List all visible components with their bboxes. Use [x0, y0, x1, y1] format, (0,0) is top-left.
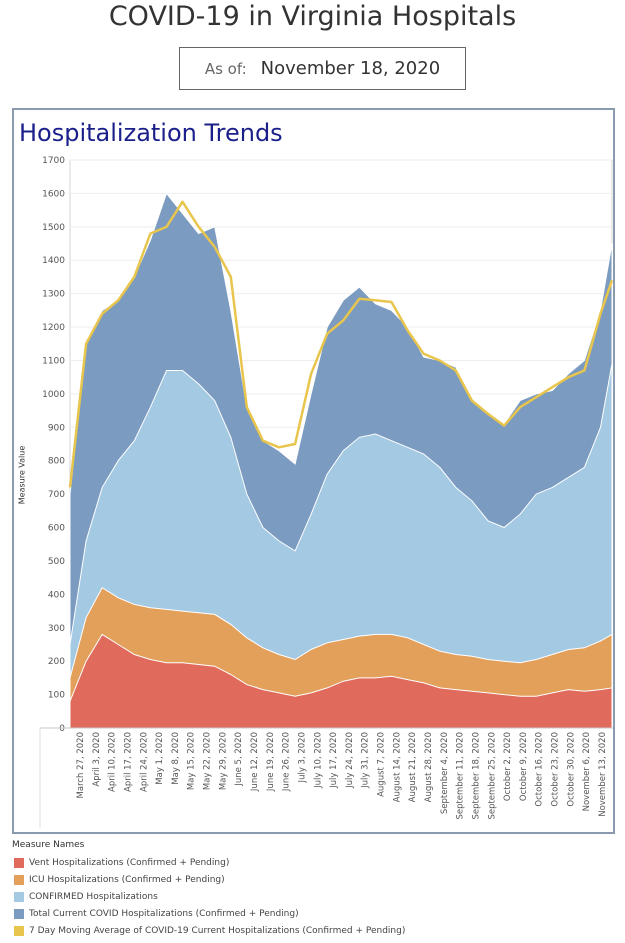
x-tick-label: August 21, 2020	[408, 732, 418, 802]
x-tick-label: March 27, 2020	[76, 732, 86, 798]
x-tick-label: October 16, 2020	[535, 732, 545, 807]
x-tick-label: June 19, 2020	[266, 732, 276, 792]
legend-title: Measure Names	[12, 840, 85, 850]
legend-item: Total Current COVID Hospitalizations (Co…	[12, 905, 612, 922]
x-tick-label: September 4, 2020	[440, 732, 450, 814]
y-tick-label: 1300	[42, 290, 65, 300]
x-tick-label: July 31, 2020	[361, 732, 371, 789]
as-of-label: As of:	[204, 59, 247, 78]
legend-label: 7 Day Moving Average of COVID-19 Current…	[29, 925, 406, 936]
x-tick-label: October 2, 2020	[503, 732, 513, 801]
y-tick-label: 1700	[42, 156, 65, 166]
legend-item: 7 Day Moving Average of COVID-19 Current…	[12, 922, 612, 939]
y-tick-label: 1000	[42, 390, 65, 400]
y-tick-label: 800	[48, 457, 65, 467]
legend-swatch	[14, 891, 24, 902]
legend-label: CONFIRMED Hospitalizations	[29, 891, 158, 902]
x-tick-label: June 12, 2020	[250, 732, 260, 792]
x-tick-label: August 14, 2020	[392, 732, 402, 802]
x-tick-label: October 30, 2020	[566, 732, 576, 807]
x-tick-label: May 1, 2020	[155, 732, 165, 785]
x-tick-label: November 6, 2020	[582, 732, 592, 811]
legend-label: ICU Hospitalizations (Confirmed + Pendin…	[29, 874, 225, 885]
legend: Measure Names Vent Hospitalizations (Con…	[12, 840, 612, 939]
x-tick-label: May 15, 2020	[187, 732, 197, 790]
x-tick-label: May 8, 2020	[171, 732, 181, 785]
area-series-0	[69, 633, 613, 729]
legend-item: CONFIRMED Hospitalizations	[12, 888, 612, 905]
chart-title: Hospitalization Trends	[19, 119, 283, 147]
x-tick-label: July 10, 2020	[313, 732, 323, 789]
x-tick-label: July 3, 2020	[298, 732, 308, 783]
x-tick-label: June 5, 2020	[234, 732, 244, 787]
y-tick-label: 1200	[42, 323, 65, 333]
y-tick-label: 1600	[42, 189, 65, 199]
x-tick-label: July 24, 2020	[345, 732, 355, 789]
page-title: COVID-19 in Virginia Hospitals	[108, 1, 517, 32]
legend-swatch	[14, 908, 24, 919]
y-tick-label: 900	[48, 423, 65, 433]
x-tick-label: April 24, 2020	[139, 732, 149, 792]
x-tick-label: November 13, 2020	[598, 732, 608, 817]
y-tick-label: 1500	[42, 223, 65, 233]
y-tick-label: 1100	[42, 356, 65, 366]
legend-label: Vent Hospitalizations (Confirmed + Pendi…	[29, 857, 230, 868]
moving-average-line	[68, 200, 614, 488]
y-tick-label: 200	[48, 657, 65, 667]
as-of-date: November 18, 2020	[260, 58, 441, 79]
as-of-box: As of: November 18, 2020	[179, 47, 466, 90]
y-tick-label: 500	[48, 557, 65, 567]
y-tick-label: 700	[48, 490, 65, 500]
y-tick-label: 400	[48, 590, 65, 600]
legend-swatch	[14, 857, 24, 868]
x-tick-label: June 26, 2020	[282, 732, 292, 792]
y-tick-label: 300	[48, 624, 65, 634]
x-tick-label: August 7, 2020	[377, 732, 387, 797]
x-tick-label: October 23, 2020	[551, 732, 561, 807]
x-tick-label: May 22, 2020	[203, 732, 213, 790]
x-tick-label: April 3, 2020	[92, 732, 102, 787]
y-tick-label: 0	[59, 724, 65, 734]
x-tick-label: September 25, 2020	[487, 732, 497, 820]
x-tick-label: May 29, 2020	[218, 732, 228, 790]
x-tick-label: July 17, 2020	[329, 732, 339, 789]
x-tick-label: April 10, 2020	[108, 732, 118, 792]
x-tick-label: September 18, 2020	[472, 732, 482, 820]
legend-item: Vent Hospitalizations (Confirmed + Pendi…	[12, 854, 612, 871]
chart-frame	[12, 108, 615, 834]
legend-swatch	[14, 874, 24, 885]
legend-item: ICU Hospitalizations (Confirmed + Pendin…	[12, 871, 612, 888]
x-tick-label: October 9, 2020	[519, 732, 529, 801]
legend-swatch	[14, 925, 24, 936]
x-tick-label: April 17, 2020	[124, 732, 134, 792]
legend-label: Total Current COVID Hospitalizations (Co…	[29, 908, 299, 919]
y-tick-label: 600	[48, 524, 65, 534]
y-tick-label: 1400	[42, 256, 65, 266]
x-tick-label: September 11, 2020	[456, 732, 466, 820]
x-tick-label: August 28, 2020	[424, 732, 434, 802]
y-tick-label: 100	[48, 691, 65, 701]
